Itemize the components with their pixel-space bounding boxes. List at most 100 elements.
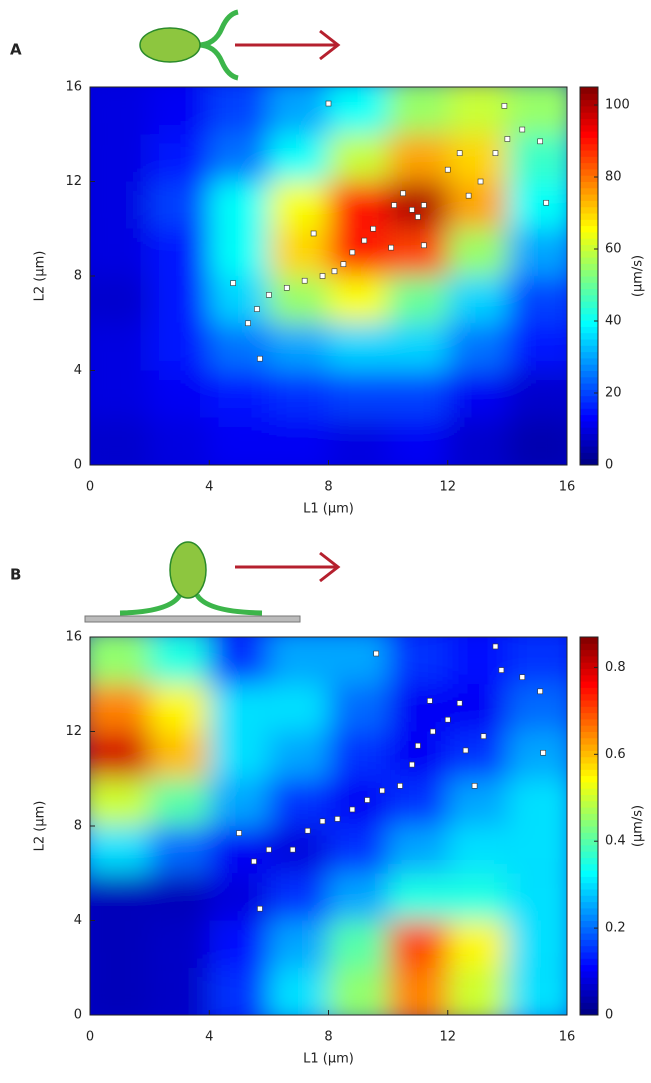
data-point (370, 225, 377, 232)
cartoon-walker (84, 541, 341, 623)
colorbar-swatch (580, 376, 598, 384)
contour-cell (90, 826, 150, 874)
colorbar-swatch (580, 99, 598, 107)
data-point (245, 320, 251, 327)
contour-cell (149, 228, 210, 276)
colorbar-swatch (580, 200, 598, 208)
colorbar-swatch (580, 945, 598, 953)
colorbar-swatch (580, 313, 598, 321)
y-tick-label: 0 (74, 458, 82, 473)
data-point (462, 747, 469, 754)
colorbar-swatch (580, 964, 598, 972)
colorbar-swatch (580, 819, 598, 827)
data-point (480, 733, 487, 740)
colorbar-swatch (580, 901, 598, 909)
colorbar-swatch (580, 718, 598, 726)
contour-cell (90, 87, 150, 135)
colorbar-swatch (580, 952, 598, 959)
data-point (319, 273, 326, 279)
colorbar-tick-label: 0.4 (605, 834, 626, 849)
contour-cell (388, 637, 448, 685)
contour-cell (447, 276, 508, 324)
contour-cell (268, 920, 329, 968)
contour-cell (268, 637, 329, 685)
contour-cell (328, 873, 389, 921)
colorbar-swatch (580, 156, 598, 164)
colorbar-swatch (580, 813, 598, 821)
y-tick-label: 0 (74, 1008, 82, 1023)
contour-cell (149, 181, 210, 229)
colorbar-swatch (580, 662, 598, 669)
y-tick-label: 8 (74, 269, 82, 284)
contour-cell (507, 276, 567, 324)
colorbar-swatch (580, 989, 598, 997)
colorbar-swatch (580, 756, 598, 764)
data-point (251, 858, 257, 865)
contour-cell (149, 778, 210, 826)
contour-cell (447, 967, 508, 1015)
data-point (492, 150, 499, 156)
colorbar-swatch (580, 351, 598, 359)
colorbar-swatch (580, 219, 598, 227)
colorbar-swatch (580, 889, 598, 896)
colorbar-swatch (580, 1002, 598, 1010)
contour-cell (507, 228, 567, 276)
panel-label: B (10, 566, 21, 584)
contour-cell (149, 731, 210, 779)
contour-cell (268, 276, 329, 324)
colorbar-swatch (580, 250, 598, 258)
contour-cell (328, 637, 389, 685)
contour-cell (268, 134, 329, 182)
colorbar-swatch (580, 769, 598, 777)
data-point (391, 202, 397, 208)
contour-cell (90, 778, 150, 826)
contour-cell (90, 134, 150, 182)
data-point (444, 716, 451, 723)
colorbar-swatch (580, 175, 598, 182)
colorbar-swatch (580, 725, 598, 732)
contour-cell (507, 920, 567, 968)
contour-cell (149, 87, 210, 135)
data-point (379, 787, 385, 794)
data-point (421, 202, 427, 208)
data-point (364, 797, 371, 803)
contour-cell (388, 87, 448, 135)
contour-cell (388, 731, 448, 779)
colorbar-swatch (580, 339, 598, 346)
colorbar-label: (μm/s) (631, 805, 646, 847)
contour-cell (209, 417, 269, 465)
colorbar-swatch (580, 282, 598, 290)
colorbar-swatch (580, 826, 598, 833)
contour-cell (447, 181, 508, 229)
contour-cell (328, 87, 389, 135)
data-point (266, 292, 272, 298)
x-tick-label: 12 (439, 1030, 456, 1045)
data-point (537, 138, 543, 145)
colorbar-swatch (580, 851, 598, 858)
colorbar-tick-label: 0 (605, 458, 613, 473)
colorbar-swatch (580, 700, 598, 707)
contour-cell (447, 134, 508, 182)
contour-cell (328, 417, 389, 465)
data-point (289, 846, 296, 853)
contour-cell (149, 637, 210, 685)
x-tick-label: 0 (86, 480, 94, 495)
contour-cell (388, 276, 448, 324)
plot-area (90, 637, 567, 1015)
colorbar-swatch (580, 402, 598, 409)
data-point (537, 688, 543, 695)
colorbar-swatch (580, 914, 598, 921)
contour-cell (90, 637, 150, 685)
contour-cell (447, 920, 508, 968)
colorbar-swatch (580, 364, 598, 371)
contour-cell (388, 228, 448, 276)
contour-cell (268, 826, 329, 874)
colorbar-swatch (580, 427, 598, 434)
panel-label: A (10, 41, 22, 59)
contour-cell (90, 417, 150, 465)
contour-cell (90, 920, 150, 968)
contour-cell (90, 731, 150, 779)
contour-cell (90, 323, 150, 371)
contour-cell (209, 873, 269, 921)
